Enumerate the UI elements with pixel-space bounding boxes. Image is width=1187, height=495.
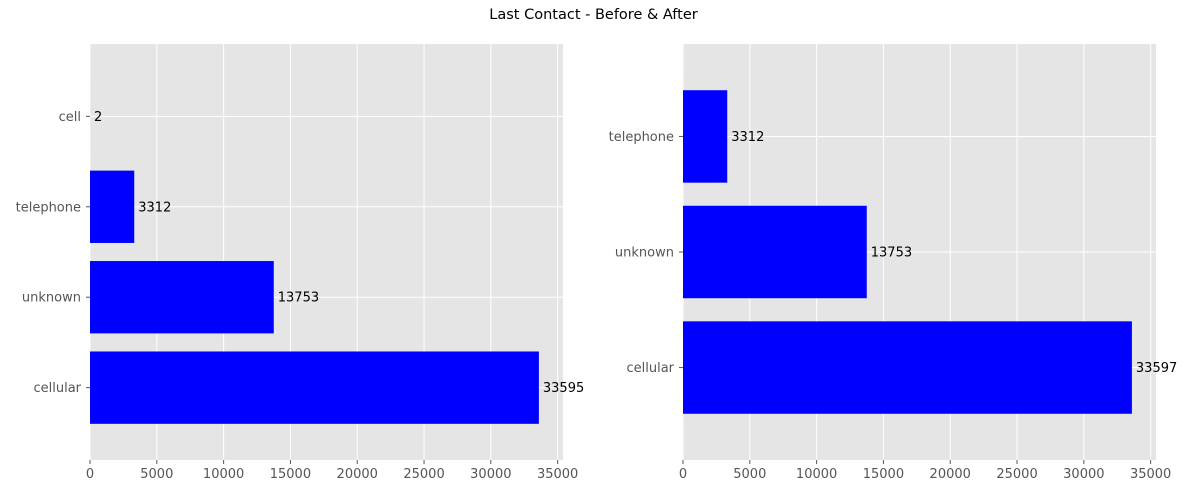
x-tick-label: 35000 bbox=[1130, 467, 1171, 482]
bar-value-label: 3312 bbox=[138, 200, 171, 215]
x-tick-label: 5000 bbox=[733, 467, 766, 482]
x-tick-label: 10000 bbox=[796, 467, 837, 482]
bar-value-label: 33597 bbox=[1136, 361, 1177, 376]
x-tick-label: 25000 bbox=[996, 467, 1037, 482]
figure-title: Last Contact - Before & After bbox=[489, 7, 698, 23]
x-tick-label: 30000 bbox=[470, 467, 511, 482]
x-tick-label: 5000 bbox=[140, 467, 173, 482]
y-tick-label: unknown bbox=[22, 291, 81, 306]
y-tick-label: telephone bbox=[609, 130, 674, 145]
x-tick-label: 0 bbox=[86, 467, 94, 482]
x-tick-label: 10000 bbox=[203, 467, 244, 482]
bar-unknown bbox=[683, 205, 867, 299]
x-tick-label: 20000 bbox=[930, 467, 971, 482]
x-tick-label: 30000 bbox=[1063, 467, 1104, 482]
bar-telephone bbox=[90, 170, 135, 243]
y-tick-label: cell bbox=[59, 110, 81, 125]
bar-value-label: 13753 bbox=[278, 291, 319, 306]
bar-telephone bbox=[683, 90, 728, 183]
y-tick-label: cellular bbox=[626, 361, 674, 376]
y-tick-label: telephone bbox=[16, 200, 81, 215]
bar-cellular bbox=[683, 321, 1132, 414]
chart-before: 0 5000 10000 15000 20000 25000 30000 35000cellu… bbox=[16, 44, 584, 482]
y-tick-label: unknown bbox=[615, 246, 674, 261]
x-tick-label: 15000 bbox=[270, 467, 311, 482]
bar-value-label: 3312 bbox=[731, 130, 764, 145]
bar-value-label: 13753 bbox=[871, 246, 912, 261]
x-tick-label: 0 bbox=[679, 467, 687, 482]
bar-value-label: 2 bbox=[94, 110, 102, 125]
bar-value-label: 33595 bbox=[543, 381, 584, 396]
y-tick-label: cellular bbox=[33, 381, 81, 396]
x-tick-label: 15000 bbox=[863, 467, 904, 482]
x-tick-label: 35000 bbox=[537, 467, 578, 482]
x-tick-label: 25000 bbox=[403, 467, 444, 482]
bar-cellular bbox=[90, 351, 539, 424]
x-tick-label: 20000 bbox=[337, 467, 378, 482]
chart-after: 0 5000 10000 15000 20000 25000 30000 35000 cellu… bbox=[609, 44, 1177, 482]
bar-unknown bbox=[90, 261, 274, 334]
